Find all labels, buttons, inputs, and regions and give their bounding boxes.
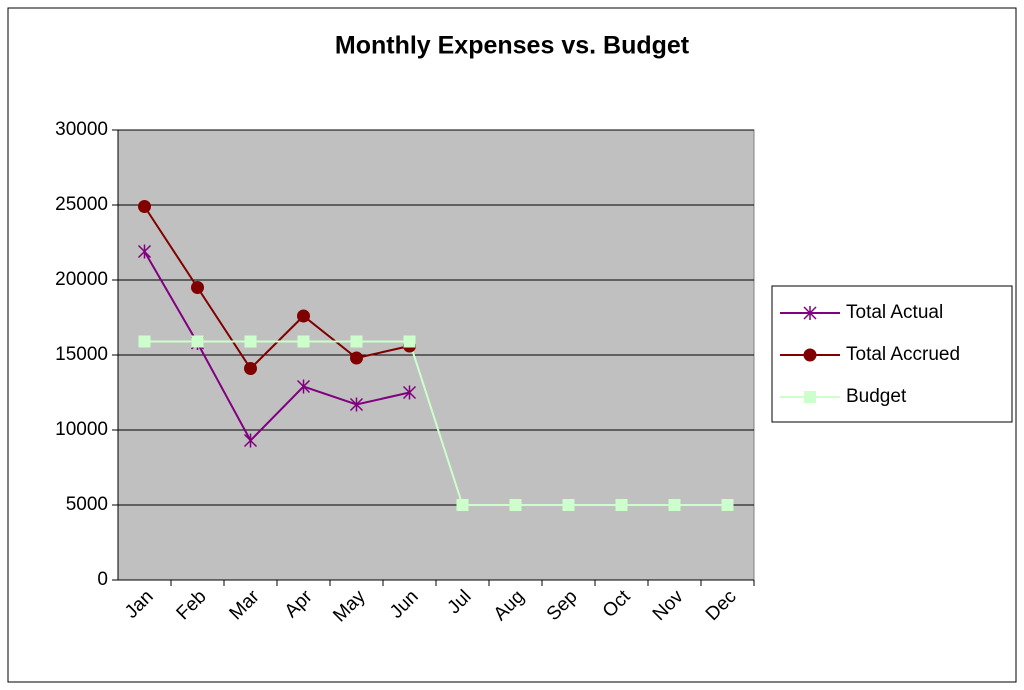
chart-title: Monthly Expenses vs. Budget: [335, 32, 690, 60]
marker: [243, 433, 258, 448]
marker: [244, 362, 257, 375]
y-tick-label: 25000: [55, 194, 108, 215]
marker: [402, 385, 417, 400]
y-tick-label: 0: [97, 569, 108, 590]
legend-label: Total Accrued: [846, 344, 960, 365]
marker: [349, 397, 364, 412]
legend-label: Budget: [846, 386, 907, 407]
marker: [191, 335, 204, 348]
y-tick-label: 10000: [55, 419, 108, 440]
marker: [138, 200, 151, 213]
marker: [138, 335, 151, 348]
marker: [350, 351, 363, 365]
legend-marker: [803, 348, 817, 362]
marker: [350, 335, 363, 348]
marker: [668, 499, 681, 511]
y-tick-label: 5000: [66, 494, 108, 515]
series-line: [144, 340, 728, 506]
marker: [562, 499, 575, 511]
legend-marker: [804, 391, 816, 403]
marker: [191, 281, 204, 294]
marker: [296, 379, 311, 394]
marker: [244, 335, 257, 348]
y-tick-label: 15000: [55, 344, 108, 365]
marker: [297, 335, 310, 348]
marker: [403, 335, 416, 348]
marker: [509, 499, 522, 511]
marker: [456, 499, 469, 511]
legend-label: Total Actual: [846, 302, 943, 323]
series-line: [143, 250, 410, 443]
marker: [297, 309, 310, 323]
y-tick-label: 20000: [55, 269, 108, 290]
marker: [615, 499, 628, 511]
legend-marker: [803, 306, 817, 320]
marker: [721, 499, 734, 511]
marker: [137, 244, 152, 259]
y-tick-label: 30000: [55, 119, 108, 140]
